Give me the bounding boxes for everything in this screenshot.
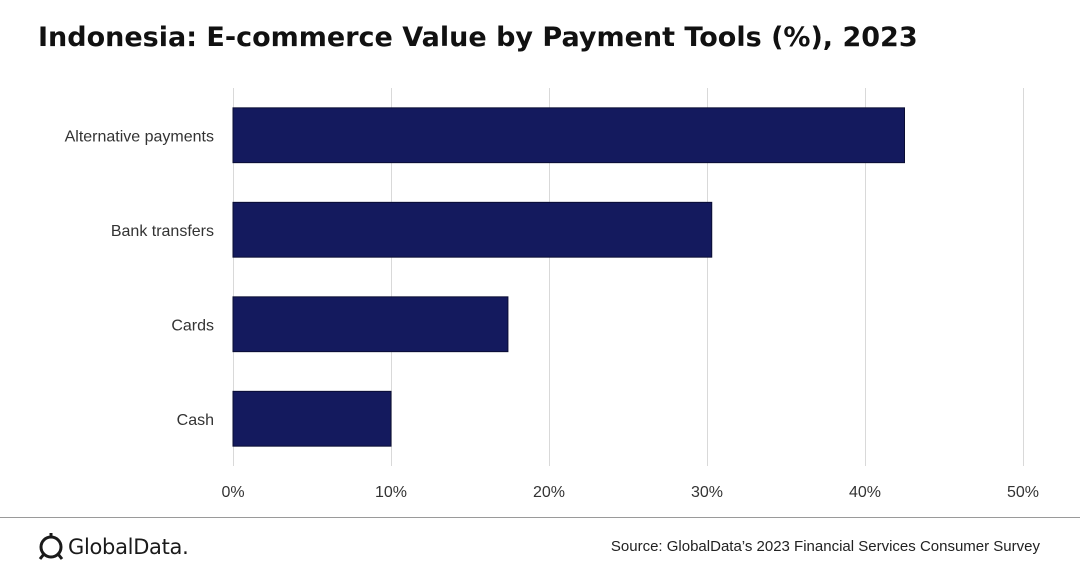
bar (232, 107, 905, 164)
category-labels: Alternative payments Bank transfers Cards C… (65, 128, 214, 429)
category-label: Cash (177, 412, 214, 429)
globaldata-logo: GlobalData. (38, 530, 189, 564)
bar-chart: Alternative payments Bank transfers Cards C… (65, 88, 1039, 501)
category-label: Bank transfers (111, 223, 214, 240)
x-axis-tick-labels: 0% 10% 20% 30% 40% 50% (221, 484, 1039, 501)
bars (232, 107, 905, 447)
footer-divider (0, 517, 1080, 518)
x-tick-label: 30% (691, 484, 723, 501)
globaldata-logo-icon (38, 533, 64, 560)
x-tick-label: 0% (221, 484, 244, 501)
bar (232, 296, 509, 353)
brand-name: GlobalData. (68, 535, 189, 559)
chart-title: Indonesia: E-commerce Value by Payment T… (38, 22, 918, 53)
category-label: Cards (171, 317, 214, 334)
x-tick-label: 50% (1007, 484, 1039, 501)
x-tick-label: 10% (375, 484, 407, 501)
source-note: Source: GlobalData’s 2023 Financial Serv… (610, 538, 1040, 555)
bar (232, 201, 713, 258)
x-tick-label: 40% (849, 484, 881, 501)
x-tick-label: 20% (533, 484, 565, 501)
bar (232, 390, 392, 447)
category-label: Alternative payments (65, 128, 214, 145)
